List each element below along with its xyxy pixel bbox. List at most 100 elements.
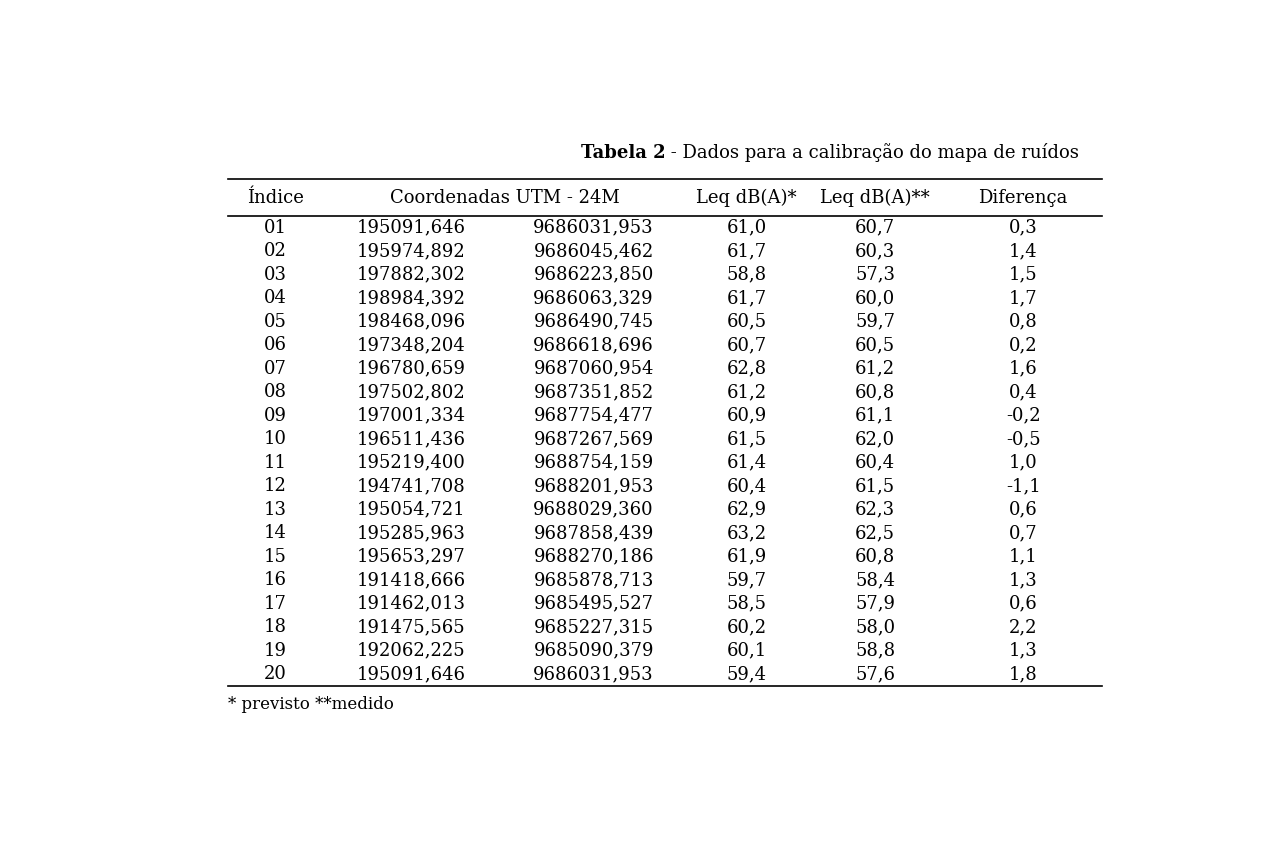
Text: 0,4: 0,4	[1009, 383, 1037, 401]
Text: 60,7: 60,7	[855, 218, 896, 236]
Text: Tabela 2: Tabela 2	[581, 144, 665, 162]
Text: 1,7: 1,7	[1009, 289, 1037, 307]
Text: 9687060,954: 9687060,954	[534, 359, 654, 378]
Text: 08: 08	[264, 383, 287, 401]
Text: 1,3: 1,3	[1009, 571, 1037, 589]
Text: 0,6: 0,6	[1009, 594, 1037, 612]
Text: 61,2: 61,2	[855, 359, 896, 378]
Text: 0,3: 0,3	[1009, 218, 1037, 236]
Text: -0,5: -0,5	[1006, 430, 1041, 448]
Text: 10: 10	[264, 430, 287, 448]
Text: 59,7: 59,7	[726, 571, 767, 589]
Text: 1,0: 1,0	[1009, 453, 1037, 471]
Text: 195653,297: 195653,297	[357, 548, 465, 566]
Text: 60,9: 60,9	[726, 407, 767, 425]
Text: 16: 16	[264, 571, 287, 589]
Text: 195091,646: 195091,646	[357, 665, 465, 683]
Text: 62,9: 62,9	[726, 501, 767, 519]
Text: 195974,892: 195974,892	[357, 242, 465, 260]
Text: 9686045,462: 9686045,462	[534, 242, 654, 260]
Text: 9688029,360: 9688029,360	[534, 501, 654, 519]
Text: 2,2: 2,2	[1009, 618, 1037, 636]
Text: 57,6: 57,6	[855, 665, 896, 683]
Text: 9686031,953: 9686031,953	[534, 218, 654, 236]
Text: 60,2: 60,2	[726, 618, 767, 636]
Text: 62,0: 62,0	[855, 430, 896, 448]
Text: 1,3: 1,3	[1009, 642, 1037, 660]
Text: 58,0: 58,0	[855, 618, 896, 636]
Text: 60,7: 60,7	[726, 336, 767, 354]
Text: 9688270,186: 9688270,186	[534, 548, 654, 566]
Text: 61,7: 61,7	[726, 289, 767, 307]
Text: 195054,721: 195054,721	[357, 501, 465, 519]
Text: 0,8: 0,8	[1009, 312, 1037, 330]
Text: 195285,963: 195285,963	[357, 524, 465, 542]
Text: 03: 03	[264, 266, 287, 284]
Text: 59,4: 59,4	[726, 665, 767, 683]
Text: 63,2: 63,2	[726, 524, 767, 542]
Text: 9687351,852: 9687351,852	[534, 383, 654, 401]
Text: 04: 04	[264, 289, 287, 307]
Text: 05: 05	[264, 312, 287, 330]
Text: 61,4: 61,4	[726, 453, 767, 471]
Text: 197882,302: 197882,302	[357, 266, 465, 284]
Text: 60,1: 60,1	[726, 642, 767, 660]
Text: 61,2: 61,2	[726, 383, 767, 401]
Text: -0,2: -0,2	[1006, 407, 1041, 425]
Text: 0,6: 0,6	[1009, 501, 1037, 519]
Text: 1,6: 1,6	[1009, 359, 1037, 378]
Text: 20: 20	[264, 665, 287, 683]
Text: * previsto **medido: * previsto **medido	[228, 696, 394, 713]
Text: 61,5: 61,5	[726, 430, 767, 448]
Text: 9687858,439: 9687858,439	[534, 524, 654, 542]
Text: 1,5: 1,5	[1009, 266, 1037, 284]
Text: 17: 17	[264, 594, 287, 612]
Text: 195219,400: 195219,400	[357, 453, 465, 471]
Text: 62,3: 62,3	[855, 501, 896, 519]
Text: 9688754,159: 9688754,159	[534, 453, 654, 471]
Text: 9686063,329: 9686063,329	[534, 289, 654, 307]
Text: 9686223,850: 9686223,850	[534, 266, 654, 284]
Text: 9685495,527: 9685495,527	[534, 594, 654, 612]
Text: Índice: Índice	[247, 188, 303, 206]
Text: 1,8: 1,8	[1009, 665, 1037, 683]
Text: 192062,225: 192062,225	[357, 642, 465, 660]
Text: 12: 12	[264, 477, 287, 495]
Text: 191418,666: 191418,666	[357, 571, 465, 589]
Text: 194741,708: 194741,708	[357, 477, 465, 495]
Text: 58,4: 58,4	[855, 571, 896, 589]
Text: 62,8: 62,8	[726, 359, 767, 378]
Text: 60,4: 60,4	[726, 477, 767, 495]
Text: 58,5: 58,5	[726, 594, 767, 612]
Text: 197348,204: 197348,204	[357, 336, 465, 354]
Text: 196511,436: 196511,436	[357, 430, 465, 448]
Text: 9685227,315: 9685227,315	[534, 618, 654, 636]
Text: 191462,013: 191462,013	[357, 594, 465, 612]
Text: 13: 13	[264, 501, 287, 519]
Text: 9688201,953: 9688201,953	[534, 477, 654, 495]
Text: -1,1: -1,1	[1005, 477, 1041, 495]
Text: 9686490,745: 9686490,745	[534, 312, 654, 330]
Text: 61,5: 61,5	[855, 477, 896, 495]
Text: 57,3: 57,3	[855, 266, 896, 284]
Text: 07: 07	[264, 359, 287, 378]
Text: 02: 02	[264, 242, 287, 260]
Text: 197502,802: 197502,802	[357, 383, 465, 401]
Text: 9685878,713: 9685878,713	[534, 571, 654, 589]
Text: 9687754,477: 9687754,477	[534, 407, 654, 425]
Text: Diferença: Diferença	[978, 188, 1068, 206]
Text: Leq dB(A)*: Leq dB(A)*	[697, 188, 798, 206]
Text: - Dados para a calibração do mapa de ruídos: - Dados para a calibração do mapa de ruí…	[665, 144, 1079, 163]
Text: 19: 19	[264, 642, 287, 660]
Text: Leq dB(A)**: Leq dB(A)**	[820, 188, 930, 206]
Text: 61,7: 61,7	[726, 242, 767, 260]
Text: 09: 09	[264, 407, 287, 425]
Text: 9687267,569: 9687267,569	[534, 430, 654, 448]
Text: 60,8: 60,8	[855, 548, 896, 566]
Text: 58,8: 58,8	[726, 266, 767, 284]
Text: 9686031,953: 9686031,953	[534, 665, 654, 683]
Text: 14: 14	[264, 524, 287, 542]
Text: 62,5: 62,5	[855, 524, 896, 542]
Text: 0,7: 0,7	[1009, 524, 1037, 542]
Text: 9686618,696: 9686618,696	[534, 336, 654, 354]
